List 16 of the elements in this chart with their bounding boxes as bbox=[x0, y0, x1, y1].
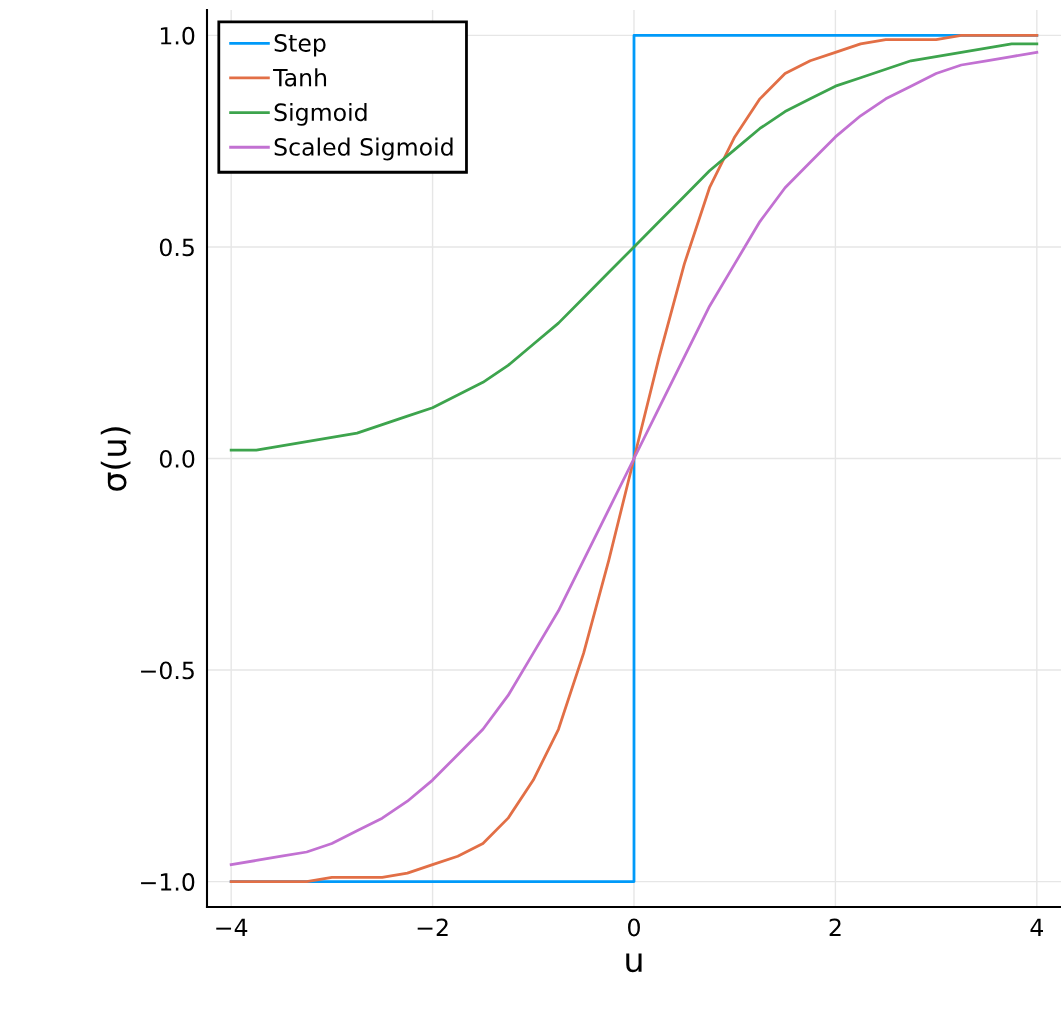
x-tick-label: 0 bbox=[628, 918, 640, 937]
x-tick-label: −4 bbox=[216, 918, 248, 937]
y-axis-title: σ(u) bbox=[100, 427, 131, 491]
x-tick-label: 4 bbox=[1030, 918, 1044, 937]
y-tick-label: 1.0 bbox=[160, 26, 195, 45]
legend-label: Step bbox=[274, 34, 326, 57]
x-tick-label: 2 bbox=[829, 918, 841, 937]
y-tick-label: 0.0 bbox=[159, 449, 195, 468]
y-tick-label: −1.0 bbox=[141, 873, 195, 891]
legend-label: Sigmoid bbox=[274, 102, 367, 126]
x-axis-title: u bbox=[626, 953, 642, 973]
legend-label: Tanh bbox=[273, 68, 327, 87]
x-tick-label: −2 bbox=[417, 918, 448, 937]
y-tick-label: 0.5 bbox=[159, 238, 194, 257]
y-tick-label: −0.5 bbox=[141, 661, 194, 680]
legend-label: Scaled Sigmoid bbox=[274, 137, 453, 161]
